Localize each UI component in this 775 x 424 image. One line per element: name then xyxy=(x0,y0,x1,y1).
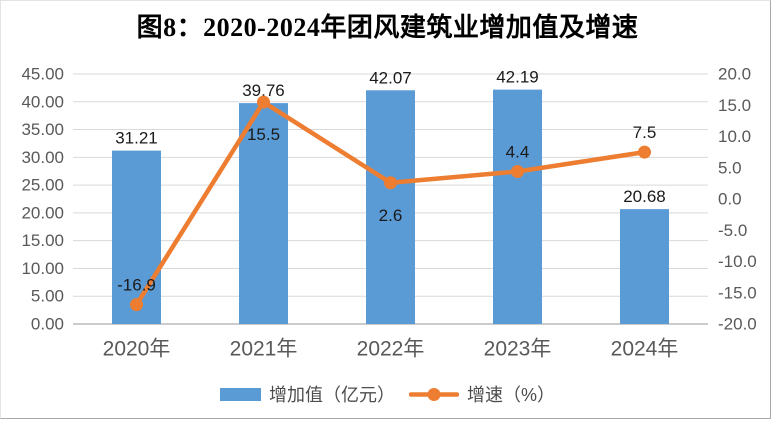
left-axis-tick-label: 20.00 xyxy=(21,203,64,222)
line-marker xyxy=(511,165,524,178)
bar xyxy=(493,89,542,324)
left-axis-tick-label: 5.00 xyxy=(31,287,64,306)
legend-bar-swatch xyxy=(219,387,261,401)
right-axis-tick-label: -5.0 xyxy=(718,221,747,240)
bar xyxy=(620,209,669,324)
line-marker xyxy=(384,176,397,190)
left-axis-tick-label: 15.00 xyxy=(21,231,64,250)
left-axis-tick-label: 30.00 xyxy=(21,148,64,167)
legend-bar-label: 增加值（亿元） xyxy=(268,385,395,405)
bar-data-label: 42.19 xyxy=(496,68,539,87)
legend-line-label: 增速（%） xyxy=(466,385,555,405)
bar xyxy=(366,90,415,325)
left-axis-tick-label: 0.00 xyxy=(31,315,64,334)
x-axis-category-label: 2021年 xyxy=(230,338,298,361)
line-data-label: 2.6 xyxy=(379,206,403,225)
x-axis-category-label: 2024年 xyxy=(611,338,679,361)
x-axis-category-label: 2020年 xyxy=(103,338,171,361)
right-axis-tick-label: 15.0 xyxy=(718,96,751,115)
bar xyxy=(112,150,161,324)
right-axis-tick-label: -10.0 xyxy=(718,252,757,271)
legend-line-marker-swatch xyxy=(408,387,460,402)
line-data-label: -16.9 xyxy=(117,276,156,295)
left-axis-tick-label: 25.00 xyxy=(21,176,64,195)
bar xyxy=(239,103,288,324)
left-axis-tick-label: 40.00 xyxy=(21,92,64,111)
bar-data-label: 31.21 xyxy=(115,129,158,148)
left-axis-tick-label: 10.00 xyxy=(21,259,64,278)
right-axis-tick-label: 20.0 xyxy=(718,65,751,84)
chart-title: 图8：2020-2024年团风建筑业增加值及增速 xyxy=(136,13,639,42)
right-axis-tick-label: 5.0 xyxy=(718,158,742,177)
x-axis-category-label: 2022年 xyxy=(357,338,425,361)
right-axis-tick-label: -20.0 xyxy=(718,315,757,334)
left-axis-tick-label: 35.00 xyxy=(21,120,64,139)
line-marker xyxy=(638,145,651,159)
line-marker xyxy=(130,298,143,312)
legend-marker-icon xyxy=(427,387,441,401)
right-axis-tick-label: 10.0 xyxy=(718,127,751,146)
left-axis-tick-label: 45.00 xyxy=(21,65,64,84)
line-marker xyxy=(257,95,270,109)
line-data-label: 7.5 xyxy=(633,123,657,142)
bar-data-label: 39.76 xyxy=(242,81,285,100)
legend: 增加值（亿元） 增速（%） xyxy=(0,381,775,407)
line-data-label: 15.5 xyxy=(247,125,280,144)
bar-data-label: 20.68 xyxy=(623,187,666,206)
bar-data-label: 42.07 xyxy=(369,68,412,87)
right-axis-tick-label: -15.0 xyxy=(718,283,757,302)
line-data-label: 4.4 xyxy=(506,143,530,162)
x-axis-category-label: 2023年 xyxy=(484,338,552,361)
right-axis-tick-label: 0.0 xyxy=(718,190,742,209)
